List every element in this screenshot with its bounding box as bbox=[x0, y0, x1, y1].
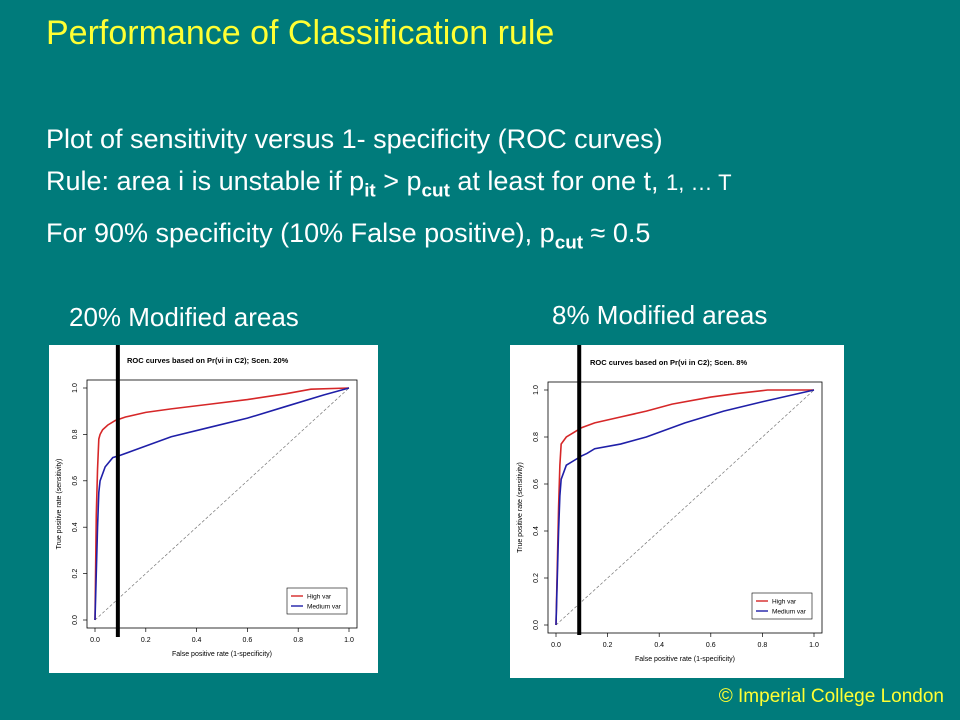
legend-label: Medium var bbox=[772, 609, 807, 616]
x-tick-label: 0.8 bbox=[293, 637, 303, 644]
diagonal-reference-line bbox=[555, 389, 815, 626]
y-axis-label: True positive rate (sensitivity) bbox=[56, 459, 63, 550]
slide-title: Performance of Classification rule bbox=[46, 14, 555, 52]
y-tick-label: 0.6 bbox=[533, 479, 540, 489]
spec-text-a: For 90% specificity (10% False positive)… bbox=[46, 218, 555, 249]
series-line-high-var bbox=[555, 389, 814, 626]
legend-label: Medium var bbox=[307, 604, 342, 611]
x-axis-label: False positive rate (1-specificity) bbox=[635, 656, 735, 663]
rule-sub-cut: cut bbox=[421, 180, 450, 202]
body-line-3: For 90% specificity (10% False positive)… bbox=[46, 212, 732, 264]
x-tick-label: 0.0 bbox=[90, 637, 100, 644]
x-axis-label: False positive rate (1-specificity) bbox=[172, 651, 272, 658]
x-tick-label: 0.4 bbox=[654, 642, 664, 649]
x-tick-label: 0.2 bbox=[603, 642, 613, 649]
y-tick-label: 1.0 bbox=[72, 383, 79, 393]
spec-text-b: ≈ 0.5 bbox=[583, 218, 651, 249]
roc-chart-right: ROC curves based on Pr(νi in C2); Scen. … bbox=[517, 338, 823, 663]
spec-sub-cut: cut bbox=[554, 232, 584, 254]
copyright-notice: © Imperial College London bbox=[718, 686, 944, 707]
y-tick-label: 0.0 bbox=[72, 615, 79, 625]
rule-sub-it: it bbox=[364, 180, 376, 202]
caption-left: 20% Modified areas bbox=[69, 302, 299, 332]
body-line-1: Plot of sensitivity versus 1- specificit… bbox=[46, 124, 663, 154]
legend-label: High var bbox=[307, 594, 332, 601]
plot-frame bbox=[86, 379, 358, 629]
y-tick-label: 0.2 bbox=[72, 569, 79, 579]
y-tick-label: 0.8 bbox=[72, 429, 79, 439]
y-tick-label: 0.6 bbox=[72, 476, 79, 486]
rule-range: 1, … T bbox=[666, 170, 732, 195]
slide-body: Plot of sensitivity versus 1- specificit… bbox=[46, 118, 732, 265]
chart-title: ROC curves based on Pr(νi in C2); Scen. … bbox=[590, 358, 747, 367]
roc-chart-left: ROC curves based on Pr(νi in C2); Scen. … bbox=[56, 338, 358, 658]
diagonal-reference-line bbox=[94, 387, 350, 621]
x-tick-label: 0.6 bbox=[243, 637, 253, 644]
y-tick-label: 1.0 bbox=[533, 385, 540, 395]
x-tick-label: 0.8 bbox=[758, 642, 768, 649]
y-tick-label: 0.2 bbox=[533, 573, 540, 583]
x-tick-label: 0.0 bbox=[551, 642, 561, 649]
x-tick-label: 1.0 bbox=[809, 642, 819, 649]
series-line-medium-var bbox=[555, 389, 815, 626]
legend-label: High var bbox=[772, 599, 797, 606]
legend-box bbox=[286, 587, 348, 615]
x-tick-label: 1.0 bbox=[344, 637, 354, 644]
legend-box bbox=[751, 592, 813, 620]
x-tick-label: 0.6 bbox=[706, 642, 716, 649]
x-tick-label: 0.2 bbox=[141, 637, 151, 644]
x-tick-label: 0.4 bbox=[192, 637, 202, 644]
body-line-2: Rule: area i is unstable if pit > pcut a… bbox=[46, 160, 732, 212]
y-tick-label: 0.8 bbox=[533, 432, 540, 442]
caption-right: 8% Modified areas bbox=[552, 300, 768, 330]
chart-title: ROC curves based on Pr(νi in C2); Scen. … bbox=[127, 356, 289, 365]
chart-panel-right: ROC curves based on Pr(νi in C2); Scen. … bbox=[510, 338, 844, 678]
y-tick-label: 0.4 bbox=[72, 522, 79, 532]
chart-panel-left: ROC curves based on Pr(νi in C2); Scen. … bbox=[49, 338, 378, 673]
series-line-high-var bbox=[94, 387, 350, 621]
y-tick-label: 0.4 bbox=[533, 526, 540, 536]
rule-text-b: > p bbox=[375, 166, 422, 196]
rule-text-a: Rule: area i is unstable if p bbox=[46, 166, 365, 196]
plot-frame bbox=[547, 381, 823, 634]
y-tick-label: 0.0 bbox=[533, 620, 540, 630]
rule-text-c: at least for one t, bbox=[449, 166, 666, 196]
series-line-medium-var bbox=[94, 387, 350, 621]
y-axis-label: True positive rate (sensitivity) bbox=[517, 462, 524, 553]
